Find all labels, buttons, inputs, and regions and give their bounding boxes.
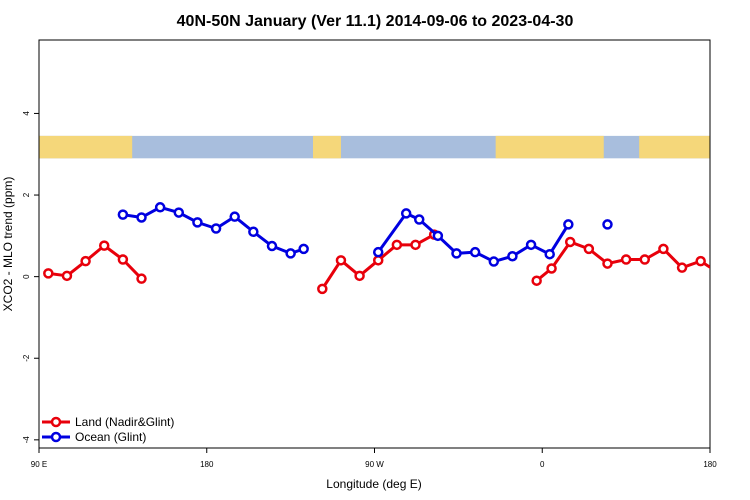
data-point: [410, 239, 421, 251]
data-point: [639, 254, 651, 265]
y-tick-label: 2: [22, 192, 31, 197]
data-point: [695, 255, 706, 267]
data-point: [354, 270, 365, 282]
data-point: [154, 202, 166, 213]
data-point: [173, 207, 185, 218]
data-point: [43, 268, 54, 279]
y-tick-label: -4: [22, 436, 31, 444]
legend: Land (Nadir&Glint) Ocean (Glint): [42, 415, 174, 444]
map-land-span: [312, 135, 341, 159]
data-point: [620, 254, 632, 265]
data-point: [525, 239, 537, 251]
series-land: [43, 229, 742, 295]
legend-label-land: Land (Nadir&Glint): [75, 415, 174, 429]
data-point: [372, 246, 384, 258]
data-point: [117, 254, 129, 265]
data-point: [61, 270, 73, 282]
series-layer: [43, 202, 742, 295]
series-line: [535, 240, 710, 282]
legend-marker-land: [50, 416, 62, 428]
y-axis: -4 -2 0 2 4: [22, 111, 39, 444]
legend-label-ocean: Ocean (Glint): [75, 430, 146, 444]
data-point: [210, 223, 222, 234]
data-point: [658, 243, 669, 255]
y-axis-label: XCO2 - MLO trend (ppm): [1, 177, 15, 312]
data-point: [715, 269, 723, 277]
data-point: [248, 226, 259, 238]
data-point: [80, 255, 91, 267]
data-point: [432, 230, 444, 242]
data-point: [546, 263, 557, 274]
data-point: [372, 255, 384, 266]
data-point: [544, 248, 555, 260]
data-point: [676, 262, 688, 273]
data-point: [136, 212, 147, 223]
x-axis: 90 E 180 90 W 0 180: [31, 448, 717, 469]
data-point: [229, 211, 240, 222]
legend-item-ocean: Ocean (Glint): [42, 430, 146, 444]
map-land-span: [39, 135, 133, 159]
data-point: [507, 250, 518, 262]
data-point: [564, 236, 576, 248]
data-point: [602, 219, 613, 230]
data-point: [298, 243, 309, 255]
data-point: [317, 283, 328, 295]
series-ocean: [117, 202, 613, 267]
data-point: [98, 240, 110, 251]
x-tick-label: 90 E: [31, 460, 47, 469]
map-land-span: [495, 135, 604, 159]
chart-title: 40N-50N January (Ver 11.1) 2014-09-06 to…: [177, 13, 574, 30]
x-tick-label: 90 W: [365, 460, 384, 469]
data-point: [117, 209, 129, 220]
map-ocean: [39, 135, 710, 159]
data-point: [285, 248, 296, 259]
data-point: [400, 208, 412, 219]
data-point: [583, 243, 595, 255]
data-point: [563, 219, 574, 230]
data-point: [335, 255, 347, 266]
legend-marker-ocean: [50, 431, 62, 443]
data-point: [391, 239, 403, 251]
legend-item-land: Land (Nadir&Glint): [42, 415, 174, 429]
data-point: [602, 258, 613, 269]
x-axis-label: Longitude (deg E): [326, 477, 421, 491]
x-tick-label: 180: [703, 460, 717, 469]
data-point: [451, 248, 462, 259]
data-point: [136, 273, 147, 284]
data-point: [469, 246, 481, 258]
y-tick-label: 0: [22, 274, 31, 279]
y-tick-label: 4: [22, 111, 31, 116]
map-land-span: [639, 135, 710, 159]
data-point: [413, 214, 425, 225]
data-point: [531, 275, 542, 286]
x-tick-label: 180: [200, 460, 214, 469]
x-tick-label: 0: [540, 460, 545, 469]
world-map-strip: [39, 135, 710, 159]
y-tick-label: -2: [22, 354, 31, 362]
data-point: [734, 272, 742, 280]
plot-frame: [38, 39, 711, 449]
data-point: [488, 256, 500, 267]
data-point: [266, 240, 278, 252]
data-point: [192, 217, 203, 228]
